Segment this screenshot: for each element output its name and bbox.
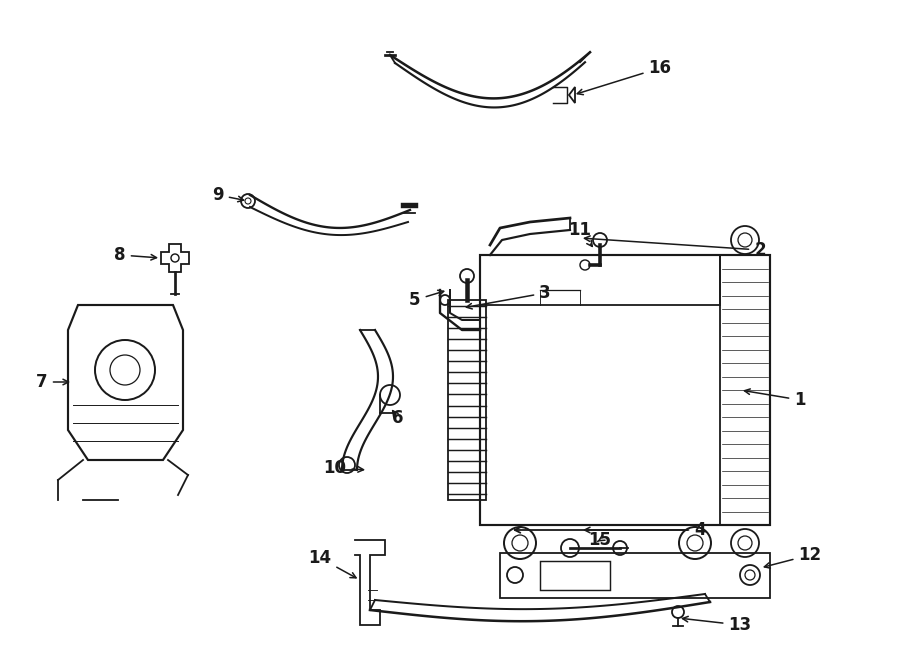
Text: 2: 2 <box>584 236 766 259</box>
Text: 12: 12 <box>764 546 822 568</box>
Text: 6: 6 <box>392 409 404 427</box>
Text: 11: 11 <box>569 221 592 247</box>
Bar <box>720 255 770 525</box>
Text: 5: 5 <box>410 290 444 309</box>
Bar <box>480 255 720 305</box>
Text: 13: 13 <box>682 616 752 634</box>
Text: 1: 1 <box>744 389 806 409</box>
Text: 15: 15 <box>589 531 611 549</box>
Text: 4: 4 <box>584 521 706 539</box>
Text: 9: 9 <box>212 186 244 204</box>
Text: 3: 3 <box>466 284 551 309</box>
Bar <box>540 561 610 590</box>
Bar <box>480 255 770 525</box>
Text: 8: 8 <box>114 246 157 264</box>
Text: 16: 16 <box>577 59 671 95</box>
Text: 10: 10 <box>323 459 364 477</box>
Bar <box>500 553 770 598</box>
Text: 14: 14 <box>309 549 356 578</box>
Bar <box>448 300 486 500</box>
Text: 7: 7 <box>36 373 68 391</box>
